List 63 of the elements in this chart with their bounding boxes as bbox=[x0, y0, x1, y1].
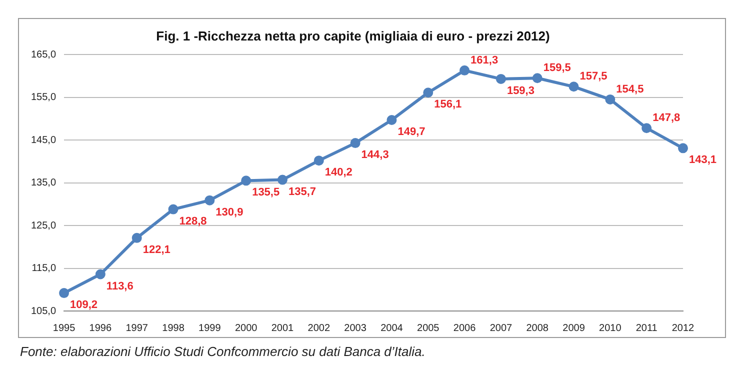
x-tick-label: 2009 bbox=[562, 322, 586, 334]
x-tick-label: 1995 bbox=[52, 322, 76, 334]
data-label: 122,1 bbox=[142, 244, 170, 256]
y-tick-label: 105,0 bbox=[30, 306, 56, 317]
x-tick-label: 2005 bbox=[417, 322, 440, 334]
data-label: 147,8 bbox=[652, 112, 680, 124]
point bbox=[678, 143, 688, 154]
point bbox=[95, 269, 106, 280]
point bbox=[496, 74, 506, 84]
point bbox=[241, 176, 252, 186]
data-label: 140,2 bbox=[324, 166, 352, 179]
point bbox=[59, 288, 70, 298]
point bbox=[642, 123, 652, 134]
x-tick-label: 1998 bbox=[162, 322, 185, 334]
data-label: 156,1 bbox=[434, 98, 462, 111]
x-tick-label: 2003 bbox=[344, 322, 367, 334]
data-label: 159,5 bbox=[543, 62, 571, 74]
y-tick-label: 135,0 bbox=[30, 178, 56, 189]
data-label: 135,5 bbox=[252, 186, 280, 199]
data-label: 159,3 bbox=[506, 84, 534, 97]
point bbox=[277, 174, 288, 185]
point bbox=[605, 94, 616, 104]
point bbox=[386, 114, 397, 125]
point bbox=[532, 73, 542, 84]
data-label: 154,5 bbox=[616, 84, 644, 96]
x-tick-label: 2012 bbox=[672, 322, 695, 334]
data-label: 128,8 bbox=[179, 215, 207, 228]
point bbox=[314, 156, 324, 166]
y-tick-label: 155,0 bbox=[30, 92, 56, 104]
x-tick-label: 2004 bbox=[380, 322, 404, 334]
point bbox=[132, 232, 142, 243]
x-tick-label: 2011 bbox=[636, 322, 658, 334]
data-label: 113,6 bbox=[106, 280, 134, 292]
point bbox=[568, 82, 579, 92]
x-tick-label: 2000 bbox=[234, 322, 258, 334]
data-label: 149,7 bbox=[398, 126, 426, 138]
x-tick-label: 2010 bbox=[599, 322, 622, 334]
data-label: 130,9 bbox=[216, 206, 244, 218]
point bbox=[460, 65, 470, 76]
y-tick-label: 145,0 bbox=[30, 134, 56, 146]
point bbox=[204, 195, 215, 206]
point bbox=[423, 88, 434, 98]
point bbox=[350, 138, 360, 148]
point bbox=[168, 204, 178, 214]
x-tick-label: 2006 bbox=[453, 322, 476, 334]
data-label: 143,1 bbox=[689, 154, 717, 166]
data-label: 135,7 bbox=[288, 186, 316, 198]
x-tick-label: 2007 bbox=[490, 322, 513, 334]
chart-title: Fig. 1 -Ricchezza netta pro capite (migliaia di euro - prezzi 2012) bbox=[156, 28, 550, 44]
x-tick-label: 2001 bbox=[271, 322, 294, 334]
data-label: 144,3 bbox=[361, 149, 389, 162]
y-tick-label: 165,0 bbox=[30, 49, 56, 60]
data-label: 157,5 bbox=[580, 70, 608, 83]
x-tick-label: 2008 bbox=[526, 322, 549, 334]
x-tick-label: 1997 bbox=[126, 322, 148, 334]
data-label: 161,3 bbox=[470, 54, 498, 66]
data-label: 109,2 bbox=[70, 299, 98, 312]
x-tick-label: 2002 bbox=[308, 322, 330, 334]
y-tick-label: 115,0 bbox=[32, 263, 56, 274]
y-tick-label: 125,0 bbox=[30, 220, 56, 232]
x-tick-label: 1999 bbox=[198, 322, 222, 334]
source-note: Fonte: elaborazioni Ufficio Studi Confcommercio su dati Banca d’Italia. bbox=[20, 344, 426, 359]
x-tick-label: 1996 bbox=[89, 322, 112, 334]
